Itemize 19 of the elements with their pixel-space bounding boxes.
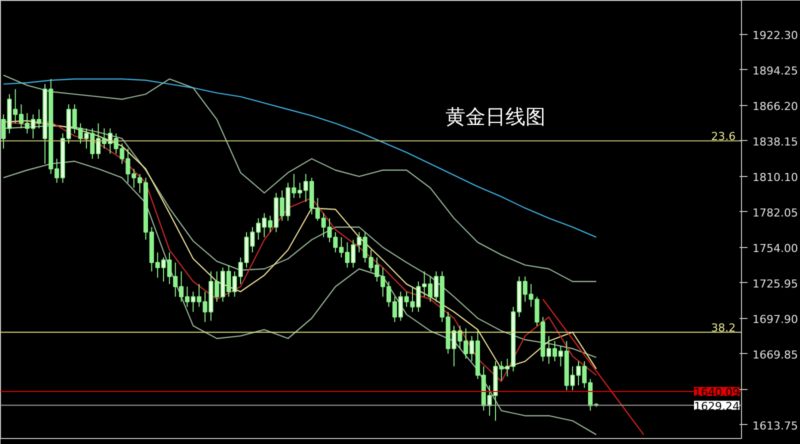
line-series (2, 160, 597, 436)
y-tick-label: 1894.25 (752, 64, 798, 78)
annotation: 38.2 (711, 321, 736, 334)
y-tick-label: 1922.30 (752, 28, 798, 42)
y-tick-label: 1866.20 (752, 100, 798, 113)
y-tick-label: 1754.00 (752, 242, 798, 255)
y-tick-label: 1838.15 (752, 135, 798, 148)
text: 黄金日线图 (446, 104, 546, 128)
annotation: 23.6 (711, 130, 736, 143)
line-series (2, 78, 597, 238)
ref-line-label: 1629.24 (694, 400, 740, 413)
y-tick-label: 1782.05 (752, 206, 798, 220)
ref-line-label: 1640.09 (694, 386, 740, 400)
y-tick-label: 1725.95 (752, 277, 798, 290)
y-tick-label: 1613.75 (752, 419, 798, 432)
y-tick-label: 1697.90 (752, 312, 798, 326)
y-tick-label: 1810.10 (752, 170, 798, 184)
line-series (2, 74, 597, 282)
y-tick-label: 1669.85 (752, 348, 798, 362)
